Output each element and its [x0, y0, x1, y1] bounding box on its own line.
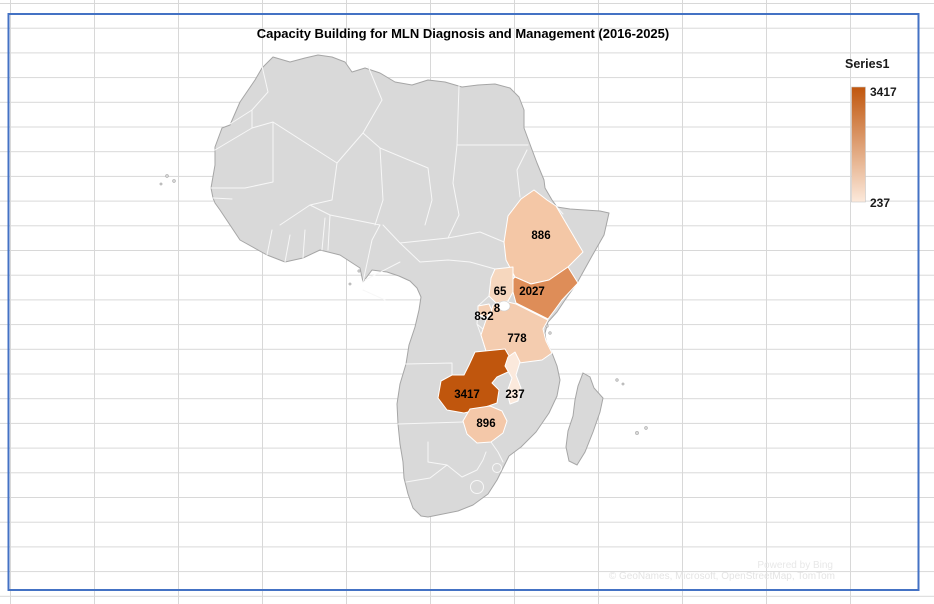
- legend-series-title: Series1: [845, 57, 890, 71]
- island-dot: [159, 182, 163, 186]
- country-kenya-label: 2027: [519, 286, 545, 298]
- island-dot: [357, 269, 361, 273]
- lake-victoria-shape: [497, 300, 511, 312]
- island-dot: [172, 179, 176, 183]
- island-dot: [165, 174, 169, 178]
- legend-gradient-bar: [851, 86, 866, 203]
- country-rwanda-label: 832: [474, 311, 493, 323]
- country-tanzania-shape[interactable]: [480, 301, 553, 364]
- madagascar-shape: [565, 372, 604, 466]
- data-labels: 886 2027 65 8 832 778 3417 237 896: [454, 230, 550, 430]
- country-zambia-label: 3417: [454, 389, 480, 401]
- country-uganda-label-line1: 65: [494, 286, 507, 298]
- island-dot: [615, 378, 619, 382]
- country-ethiopia-label: 886: [531, 230, 550, 242]
- island-dots: [159, 174, 648, 435]
- country-rwanda-shape[interactable]: [477, 303, 493, 319]
- island-dot: [545, 324, 549, 328]
- country-malawi-shape[interactable]: [504, 351, 522, 405]
- country-uganda-label-line2: 8: [494, 303, 501, 315]
- country-malawi-label: 237: [505, 389, 524, 401]
- swaziland-shape: [492, 463, 502, 473]
- attribution-powered-by: Powered by Bing: [757, 560, 833, 571]
- chart-border[interactable]: [7, 13, 920, 591]
- lesotho-shape: [470, 480, 484, 494]
- country-zimbabwe-shape[interactable]: [462, 405, 508, 444]
- island-dot: [548, 331, 552, 335]
- island-dot: [644, 426, 648, 430]
- legend-max-label: 3417: [870, 85, 897, 99]
- chart-title[interactable]: Capacity Building for MLN Diagnosis and …: [257, 26, 669, 41]
- island-dot: [621, 382, 625, 386]
- attribution-copyright: © GeoNames, Microsoft, OpenStreetMap, To…: [609, 571, 835, 582]
- legend[interactable]: Series1 3417 237: [845, 57, 897, 210]
- choropleth-series: [437, 189, 584, 444]
- country-zimbabwe-label: 896: [476, 418, 495, 430]
- island-dot: [635, 431, 639, 435]
- legend-min-label: 237: [870, 196, 890, 210]
- country-tanzania-label: 778: [507, 333, 527, 345]
- island-dot: [348, 282, 352, 286]
- country-borders: [210, 65, 564, 483]
